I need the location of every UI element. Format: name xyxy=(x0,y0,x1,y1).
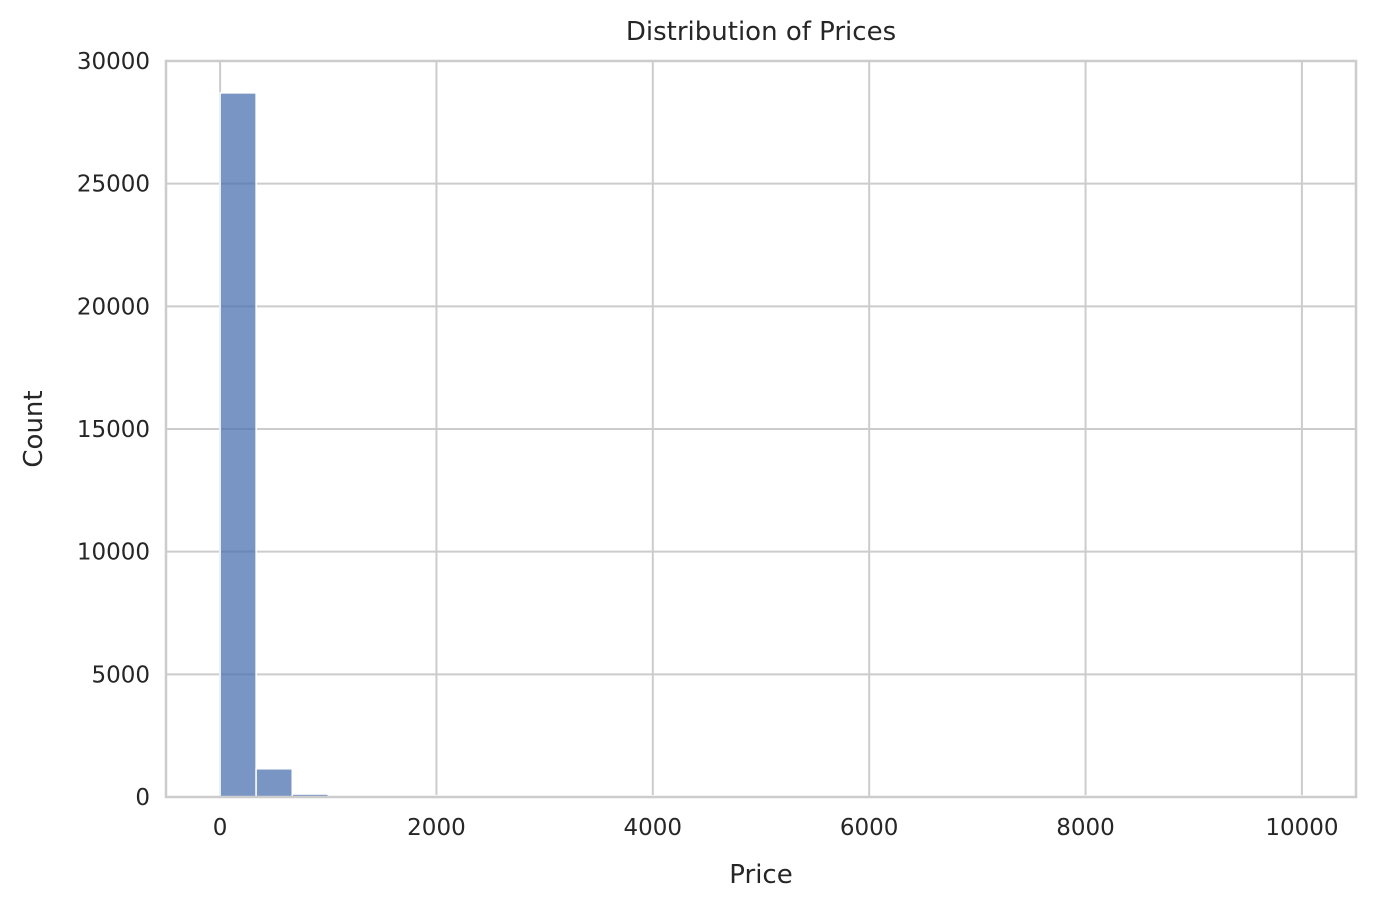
bars xyxy=(219,92,1303,798)
y-tick-label: 15000 xyxy=(77,417,150,443)
x-tick-label: 2000 xyxy=(407,815,466,841)
y-axis-label: Count xyxy=(19,390,49,467)
y-tick-label: 25000 xyxy=(77,172,150,198)
y-tick-label: 30000 xyxy=(77,49,150,75)
grid xyxy=(166,60,1356,798)
x-tick-label: 4000 xyxy=(624,815,683,841)
y-tick-label: 0 xyxy=(135,785,150,811)
x-tick-label: 8000 xyxy=(1056,815,1115,841)
y-tick-labels: 0 5000 10000 15000 20000 25000 30000 xyxy=(77,49,150,811)
histogram-bar xyxy=(219,92,257,798)
x-tick-label: 0 xyxy=(213,815,228,841)
chart-title: Distribution of Prices xyxy=(626,17,896,47)
y-tick-label: 20000 xyxy=(77,294,150,320)
x-tick-label: 6000 xyxy=(840,815,899,841)
y-tick-label: 10000 xyxy=(77,540,150,566)
y-tick-label: 5000 xyxy=(91,662,150,688)
histogram-bar xyxy=(255,768,293,798)
plot-frame xyxy=(164,59,1358,799)
x-tick-labels: 0 2000 4000 6000 8000 10000 xyxy=(213,815,1339,841)
x-tick-label: 10000 xyxy=(1265,815,1338,841)
x-axis-label: Price xyxy=(729,860,792,890)
